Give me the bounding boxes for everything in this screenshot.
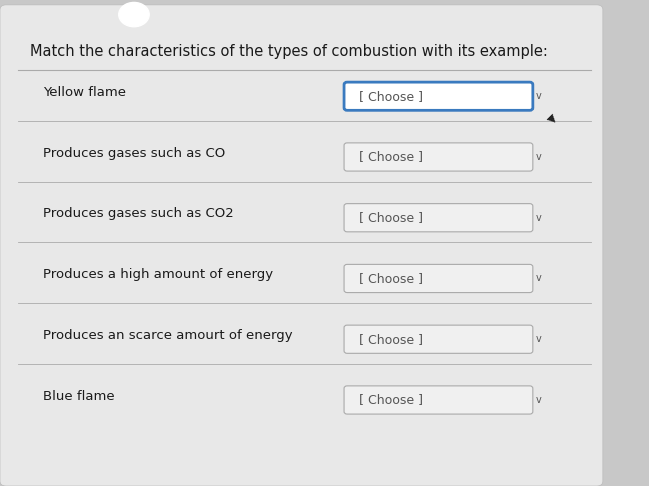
Text: Yellow flame: Yellow flame: [43, 86, 126, 99]
Text: [ Choose ]: [ Choose ]: [360, 394, 423, 406]
FancyBboxPatch shape: [0, 5, 603, 486]
Text: v: v: [536, 274, 542, 283]
FancyBboxPatch shape: [344, 143, 533, 171]
Text: Produces a high amount of energy: Produces a high amount of energy: [43, 268, 273, 281]
Text: Produces gases such as CO: Produces gases such as CO: [43, 147, 225, 159]
Text: v: v: [536, 334, 542, 344]
Text: Produces gases such as CO2: Produces gases such as CO2: [43, 208, 234, 220]
Text: v: v: [536, 395, 542, 405]
Text: Blue flame: Blue flame: [43, 390, 114, 402]
Text: [ Choose ]: [ Choose ]: [360, 333, 423, 346]
Text: Produces an scarce amourt of energy: Produces an scarce amourt of energy: [43, 329, 292, 342]
Text: [ Choose ]: [ Choose ]: [360, 151, 423, 163]
FancyBboxPatch shape: [344, 264, 533, 293]
Text: Match the characteristics of the types of combustion with its example:: Match the characteristics of the types o…: [31, 44, 548, 59]
Text: [ Choose ]: [ Choose ]: [360, 211, 423, 224]
Text: v: v: [536, 91, 542, 101]
FancyBboxPatch shape: [344, 204, 533, 232]
FancyBboxPatch shape: [344, 386, 533, 414]
FancyBboxPatch shape: [344, 82, 533, 110]
Text: v: v: [536, 152, 542, 162]
Text: [ Choose ]: [ Choose ]: [360, 272, 423, 285]
Circle shape: [119, 2, 149, 27]
Text: [ Choose ]: [ Choose ]: [360, 90, 423, 103]
Text: v: v: [536, 213, 542, 223]
Text: ▶: ▶: [545, 113, 558, 125]
FancyBboxPatch shape: [344, 325, 533, 353]
